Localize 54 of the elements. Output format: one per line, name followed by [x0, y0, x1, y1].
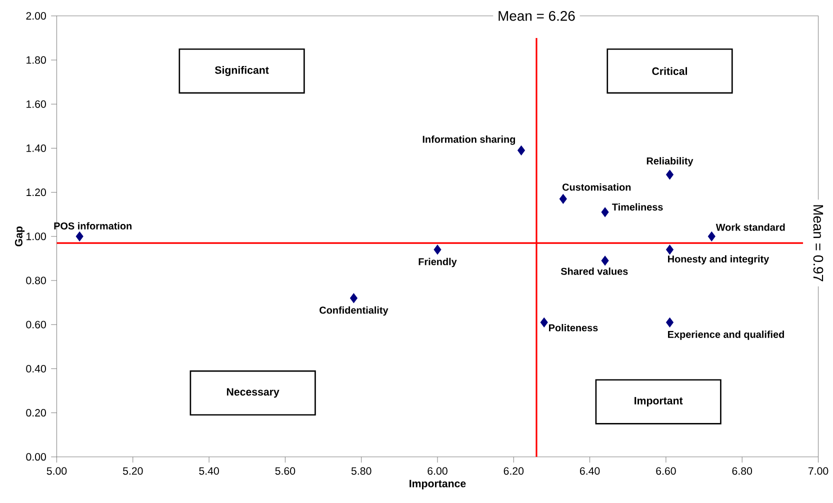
- point: [666, 318, 674, 328]
- x-tick-label: 7.00: [808, 467, 828, 475]
- x-tick-label: 5.80: [351, 467, 372, 475]
- annotation: Customisation: [562, 184, 631, 191]
- annotation: Critical: [652, 67, 688, 76]
- annotation: Reliability: [646, 157, 694, 167]
- y-tick-label: 0.20: [26, 409, 46, 417]
- annotation: Shared values: [560, 268, 628, 276]
- x-tick-label: 6.00: [428, 467, 448, 475]
- y-tick-label: 0.40: [26, 365, 46, 373]
- y-tick-label: 0.00: [26, 453, 46, 461]
- point: [601, 207, 609, 218]
- annotation: POS information: [54, 222, 132, 230]
- x-axis-title: Importance: [410, 480, 466, 490]
- point: [666, 170, 674, 180]
- annotation: Honesty and integrity: [668, 255, 770, 265]
- y-tick-label: 1.00: [26, 232, 46, 240]
- point: [76, 232, 84, 242]
- y-tick-label: 2.00: [26, 12, 46, 20]
- point: [540, 318, 548, 328]
- annotation: Significant: [214, 66, 269, 76]
- annotation: Information sharing: [422, 136, 516, 145]
- x-tick-label: 6.60: [656, 467, 676, 475]
- ref-line-label: Mean = 6.26: [498, 11, 575, 22]
- y-tick-label: 1.60: [26, 100, 46, 108]
- point: [518, 146, 526, 156]
- annotation: Necessary: [226, 388, 280, 398]
- point: [708, 232, 716, 242]
- annotation: Important: [634, 397, 683, 407]
- y-axis-title: Gap: [14, 226, 25, 246]
- annotation: Friendly: [418, 258, 457, 268]
- point: [350, 293, 358, 304]
- annotation: Work standard: [716, 224, 785, 231]
- x-tick-label: 5.40: [199, 467, 219, 475]
- x-tick-label: 6.80: [732, 467, 752, 475]
- point: [434, 244, 442, 255]
- annotation: Politeness: [549, 324, 598, 332]
- annotation: Experience and qualified: [668, 330, 784, 340]
- y-tick-label: 0.80: [26, 276, 46, 284]
- y-tick-label: 1.80: [26, 56, 46, 64]
- point: [666, 244, 674, 255]
- ref-line-label: Mean = 0.97: [813, 205, 824, 282]
- x-tick-label: 6.20: [504, 467, 524, 475]
- annotation: Confidentiality: [320, 306, 388, 316]
- point: [601, 256, 609, 266]
- x-tick-label: 5.00: [46, 467, 67, 475]
- x-tick-label: 5.20: [122, 467, 143, 475]
- x-tick-label: 5.60: [275, 467, 296, 475]
- y-tick-label: 1.20: [26, 188, 46, 196]
- y-tick-label: 0.60: [26, 321, 46, 329]
- point: [559, 194, 567, 204]
- annotation: Timeliness: [612, 203, 663, 211]
- y-tick-label: 1.40: [26, 144, 46, 152]
- x-tick-label: 6.40: [580, 467, 600, 475]
